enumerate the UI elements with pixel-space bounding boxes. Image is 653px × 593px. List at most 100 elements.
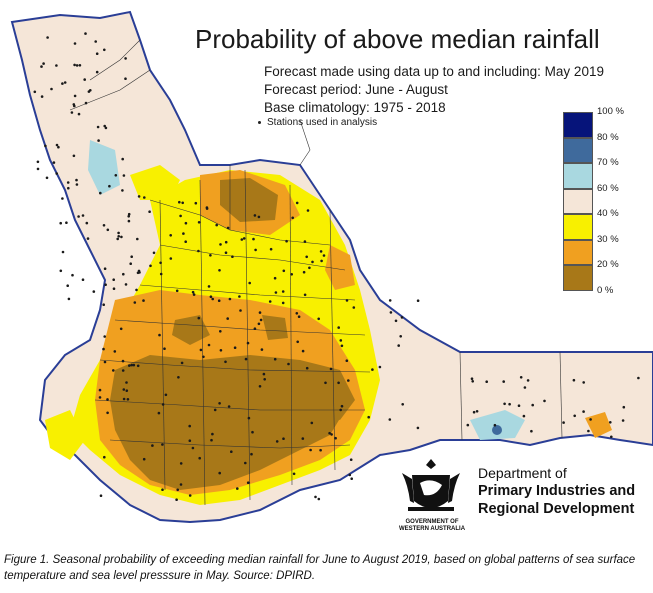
station-dot bbox=[99, 494, 103, 498]
station-dot bbox=[260, 348, 264, 351]
station-dot bbox=[106, 398, 109, 401]
station-dot bbox=[209, 254, 212, 257]
station-dot bbox=[244, 357, 248, 361]
station-dot bbox=[236, 487, 239, 490]
station-dot bbox=[621, 419, 625, 422]
station-dot bbox=[259, 318, 263, 322]
base-climatology-line: Base climatology: 1975 - 2018 bbox=[264, 100, 446, 115]
station-dot bbox=[169, 234, 172, 237]
station-dot bbox=[320, 259, 323, 263]
station-dot bbox=[337, 381, 340, 385]
station-dot bbox=[399, 335, 403, 338]
station-dot bbox=[218, 269, 221, 272]
station-dot bbox=[143, 196, 146, 199]
station-dot bbox=[92, 290, 96, 293]
zone-30-40-west-coast bbox=[45, 410, 85, 460]
station-dot bbox=[108, 184, 111, 188]
station-dot bbox=[329, 367, 333, 371]
station-dot bbox=[519, 376, 523, 379]
station-dot bbox=[135, 288, 138, 292]
station-dot bbox=[224, 240, 228, 244]
legend-tick-label: 100 % bbox=[597, 106, 624, 117]
stations-note: Stations used in analysis bbox=[258, 117, 377, 128]
station-dot bbox=[282, 269, 286, 273]
station-dot bbox=[317, 497, 321, 501]
station-dot bbox=[55, 143, 59, 147]
station-dot bbox=[587, 429, 590, 433]
station-dot bbox=[117, 235, 120, 238]
station-dot bbox=[188, 439, 192, 443]
station-dot bbox=[526, 379, 530, 382]
station-dot bbox=[63, 81, 67, 84]
forecast-figure: Probability of above median rainfall For… bbox=[10, 10, 653, 532]
station-dot bbox=[192, 293, 196, 296]
station-dot bbox=[211, 297, 214, 301]
station-dot bbox=[61, 197, 64, 200]
station-dot bbox=[55, 172, 58, 175]
station-dot bbox=[121, 359, 125, 363]
station-dot bbox=[148, 210, 151, 213]
station-dot bbox=[291, 216, 295, 220]
station-dot bbox=[124, 77, 127, 80]
legend-tick-label: 20 % bbox=[597, 259, 619, 270]
station-dot bbox=[345, 299, 349, 302]
zone-30-40-north bbox=[130, 165, 180, 200]
station-dot bbox=[67, 297, 71, 301]
legend-tick-label: 70 % bbox=[597, 157, 619, 168]
station-dot bbox=[50, 87, 53, 91]
station-dot bbox=[401, 403, 405, 406]
station-dot bbox=[273, 276, 277, 280]
station-dot bbox=[502, 380, 506, 383]
station-dot bbox=[389, 311, 393, 314]
station-dot bbox=[258, 385, 262, 388]
station-dot bbox=[36, 160, 40, 164]
station-dot bbox=[161, 403, 165, 406]
station-dot bbox=[349, 458, 353, 462]
station-dot bbox=[102, 224, 106, 227]
station-dot bbox=[122, 174, 126, 177]
station-dot bbox=[44, 144, 47, 148]
station-dot bbox=[347, 379, 350, 382]
legend-swatch bbox=[563, 163, 593, 189]
station-dot bbox=[416, 426, 420, 430]
station-dot bbox=[72, 154, 76, 158]
station-dot bbox=[239, 309, 242, 312]
zone-0-20-north bbox=[220, 178, 278, 222]
station-dot bbox=[122, 272, 125, 276]
station-dot bbox=[199, 348, 203, 352]
station-dot bbox=[96, 125, 100, 129]
station-dot bbox=[295, 312, 299, 315]
legend-tick-label: 60 % bbox=[597, 182, 619, 194]
station-dot bbox=[184, 221, 188, 225]
station-dot bbox=[55, 64, 58, 67]
station-dot bbox=[78, 64, 82, 67]
station-dot bbox=[517, 404, 521, 408]
station-dot bbox=[137, 195, 141, 198]
station-dot bbox=[470, 377, 474, 381]
station-dot bbox=[121, 369, 125, 372]
station-dot bbox=[219, 330, 222, 333]
station-dot bbox=[77, 215, 80, 218]
station-dot bbox=[113, 350, 117, 353]
station-dot bbox=[253, 214, 257, 217]
station-dot bbox=[215, 223, 218, 227]
station-dot bbox=[324, 381, 327, 385]
station-dot bbox=[66, 181, 70, 184]
station-dot bbox=[218, 471, 221, 475]
station-dot bbox=[169, 257, 173, 260]
station-dot bbox=[158, 333, 161, 337]
station-dot bbox=[205, 207, 209, 210]
station-dot bbox=[319, 448, 322, 452]
station-dot bbox=[104, 283, 107, 287]
station-dot bbox=[202, 355, 205, 359]
zone-0-20-east-lobe bbox=[300, 360, 355, 420]
station-dot-icon bbox=[258, 121, 261, 124]
station-dot bbox=[475, 410, 479, 413]
station-dot bbox=[251, 430, 254, 434]
zone-0-20-central-left bbox=[172, 315, 210, 345]
station-dot bbox=[175, 498, 178, 502]
station-dot bbox=[238, 295, 241, 298]
station-dot bbox=[191, 446, 195, 450]
station-dot bbox=[378, 365, 382, 369]
legend-swatch bbox=[563, 265, 593, 291]
